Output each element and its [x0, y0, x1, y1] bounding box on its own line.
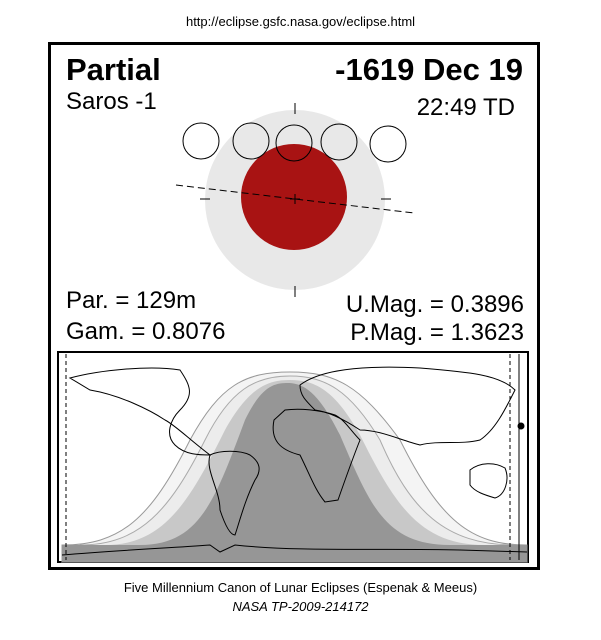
- moon-p4: [369, 125, 407, 163]
- coastlines: [61, 366, 528, 556]
- eurasia: [299, 366, 516, 446]
- umbra-shadow: [241, 144, 347, 250]
- partial-duration: Par. = 129m: [66, 287, 197, 314]
- eclipse-time: 22:49 TD: [416, 94, 515, 121]
- footer-publication: NASA TP-2009-214172: [232, 599, 369, 614]
- moon-p1: [182, 122, 220, 160]
- moon-path-line: [175, 184, 415, 214]
- visibility-map: [57, 351, 529, 563]
- north-america: [68, 367, 212, 456]
- umbral-magnitude: U.Mag. = 0.3896: [345, 291, 524, 318]
- south-america: [208, 450, 260, 536]
- moon-u4: [320, 123, 358, 161]
- eclipse-diagram-frame: [48, 42, 540, 570]
- penumbral-magnitude: P.Mag. = 1.3623: [350, 319, 524, 346]
- umbral-zone: [62, 383, 527, 562]
- saros-number: Saros -1: [66, 88, 157, 115]
- eclipse-type: Partial: [66, 52, 161, 87]
- moon-u1: [232, 122, 270, 160]
- moon-zenith-marker: [517, 422, 525, 430]
- eclipse-date: -1619 Dec 19: [335, 52, 523, 87]
- axis-ticks: [175, 103, 415, 297]
- source-url: http://eclipse.gsfc.nasa.gov/eclipse.htm…: [185, 14, 416, 29]
- moon-greatest: [275, 124, 313, 162]
- australia: [469, 463, 508, 499]
- footer-citation: Five Millennium Canon of Lunar Eclipses …: [123, 580, 478, 595]
- antarctica: [61, 544, 528, 556]
- moon-positions: [182, 122, 407, 163]
- gamma-value: Gam. = 0.8076: [66, 318, 226, 345]
